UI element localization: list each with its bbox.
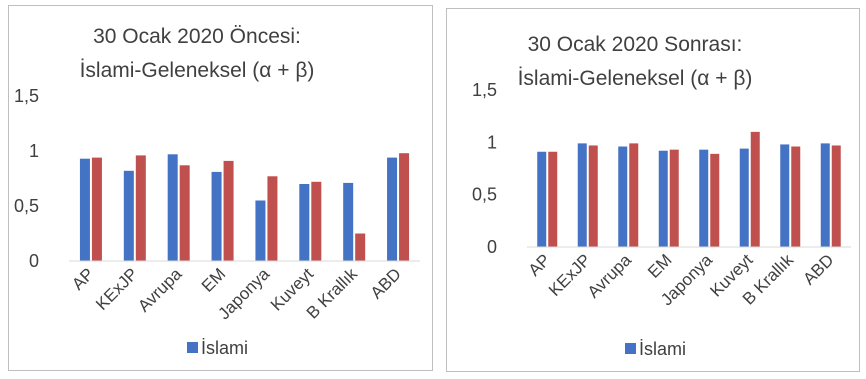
bar-geleneksel-1	[588, 145, 598, 247]
bar-islami-5	[739, 148, 749, 247]
bar-geleneksel-6	[791, 146, 801, 247]
bar-islami-5	[299, 184, 310, 261]
bar-geleneksel-2	[179, 165, 190, 261]
x-tick-label: EM	[198, 264, 229, 295]
bar-islami-7	[820, 143, 830, 247]
legend-swatch-islami	[187, 342, 198, 353]
bar-geleneksel-1	[135, 155, 146, 261]
bar-geleneksel-0	[91, 157, 102, 261]
bar-islami-2	[167, 154, 178, 261]
bar-geleneksel-5	[750, 131, 760, 247]
chart-title-line-2: İslami-Geleneksel (α + β)	[80, 59, 315, 82]
chart-title-line-1: 30 Ocak 2020 Sonrası:	[528, 33, 743, 56]
chart-panel-before: 30 Ocak 2020 Öncesi: İslami-Geleneksel (α…	[8, 5, 433, 371]
y-tick-label: 0,5	[14, 196, 39, 216]
bar-islami-0	[537, 151, 547, 247]
chart-title-line-2: İslami-Geleneksel (α + β)	[518, 67, 753, 90]
x-tick-label: AP	[525, 250, 554, 279]
bar-islami-6	[780, 144, 790, 247]
x-tick-label: EM	[644, 250, 675, 281]
legend-label-islami: İslami	[639, 339, 686, 359]
bar-geleneksel-4	[710, 153, 720, 247]
y-tick-label: 1	[29, 141, 39, 161]
bar-islami-6	[343, 182, 354, 261]
y-tick-label: 0,5	[472, 185, 497, 205]
bar-geleneksel-7	[831, 145, 841, 247]
bar-chart-after: 30 Ocak 2020 Sonrası: İslami-Geleneksel (…	[472, 33, 851, 359]
y-tick-label: 1,5	[472, 80, 497, 100]
bar-islami-0	[79, 158, 90, 261]
y-tick-label: 1	[487, 132, 497, 152]
y-tick-label: 1,5	[14, 86, 39, 106]
y-tick-label: 0	[487, 237, 497, 257]
x-tick-label: KExJP	[92, 264, 142, 314]
bar-islami-3	[211, 171, 222, 261]
bar-geleneksel-2	[629, 143, 639, 247]
bar-islami-1	[123, 170, 134, 261]
bar-islami-4	[699, 149, 709, 247]
legend-label-islami: İslami	[201, 338, 248, 358]
x-tick-label: Avrupa	[134, 264, 186, 316]
bar-chart-before: 30 Ocak 2020 Öncesi: İslami-Geleneksel (α…	[14, 25, 420, 358]
bar-geleneksel-0	[548, 151, 558, 247]
x-tick-label: Avrupa	[584, 250, 636, 302]
x-tick-label: AP	[68, 264, 97, 293]
bar-islami-4	[255, 200, 266, 261]
bar-islami-1	[577, 143, 587, 247]
y-tick-label: 0	[29, 251, 39, 271]
bar-islami-2	[618, 146, 628, 247]
chart-panel-after: 30 Ocak 2020 Sonrası: İslami-Geleneksel (…	[446, 8, 860, 372]
x-tick-label: ABD	[367, 264, 405, 302]
bar-geleneksel-7	[399, 153, 410, 261]
bar-islami-3	[658, 150, 668, 247]
bar-geleneksel-6	[355, 233, 366, 261]
x-tick-label: ABD	[799, 250, 837, 288]
bar-islami-7	[387, 157, 398, 261]
legend-swatch-islami	[625, 343, 636, 354]
bar-geleneksel-3	[669, 149, 679, 247]
bar-geleneksel-4	[267, 176, 278, 261]
chart-title-line-1: 30 Ocak 2020 Öncesi:	[93, 25, 301, 48]
bar-geleneksel-3	[223, 160, 234, 261]
bar-geleneksel-5	[311, 181, 322, 261]
